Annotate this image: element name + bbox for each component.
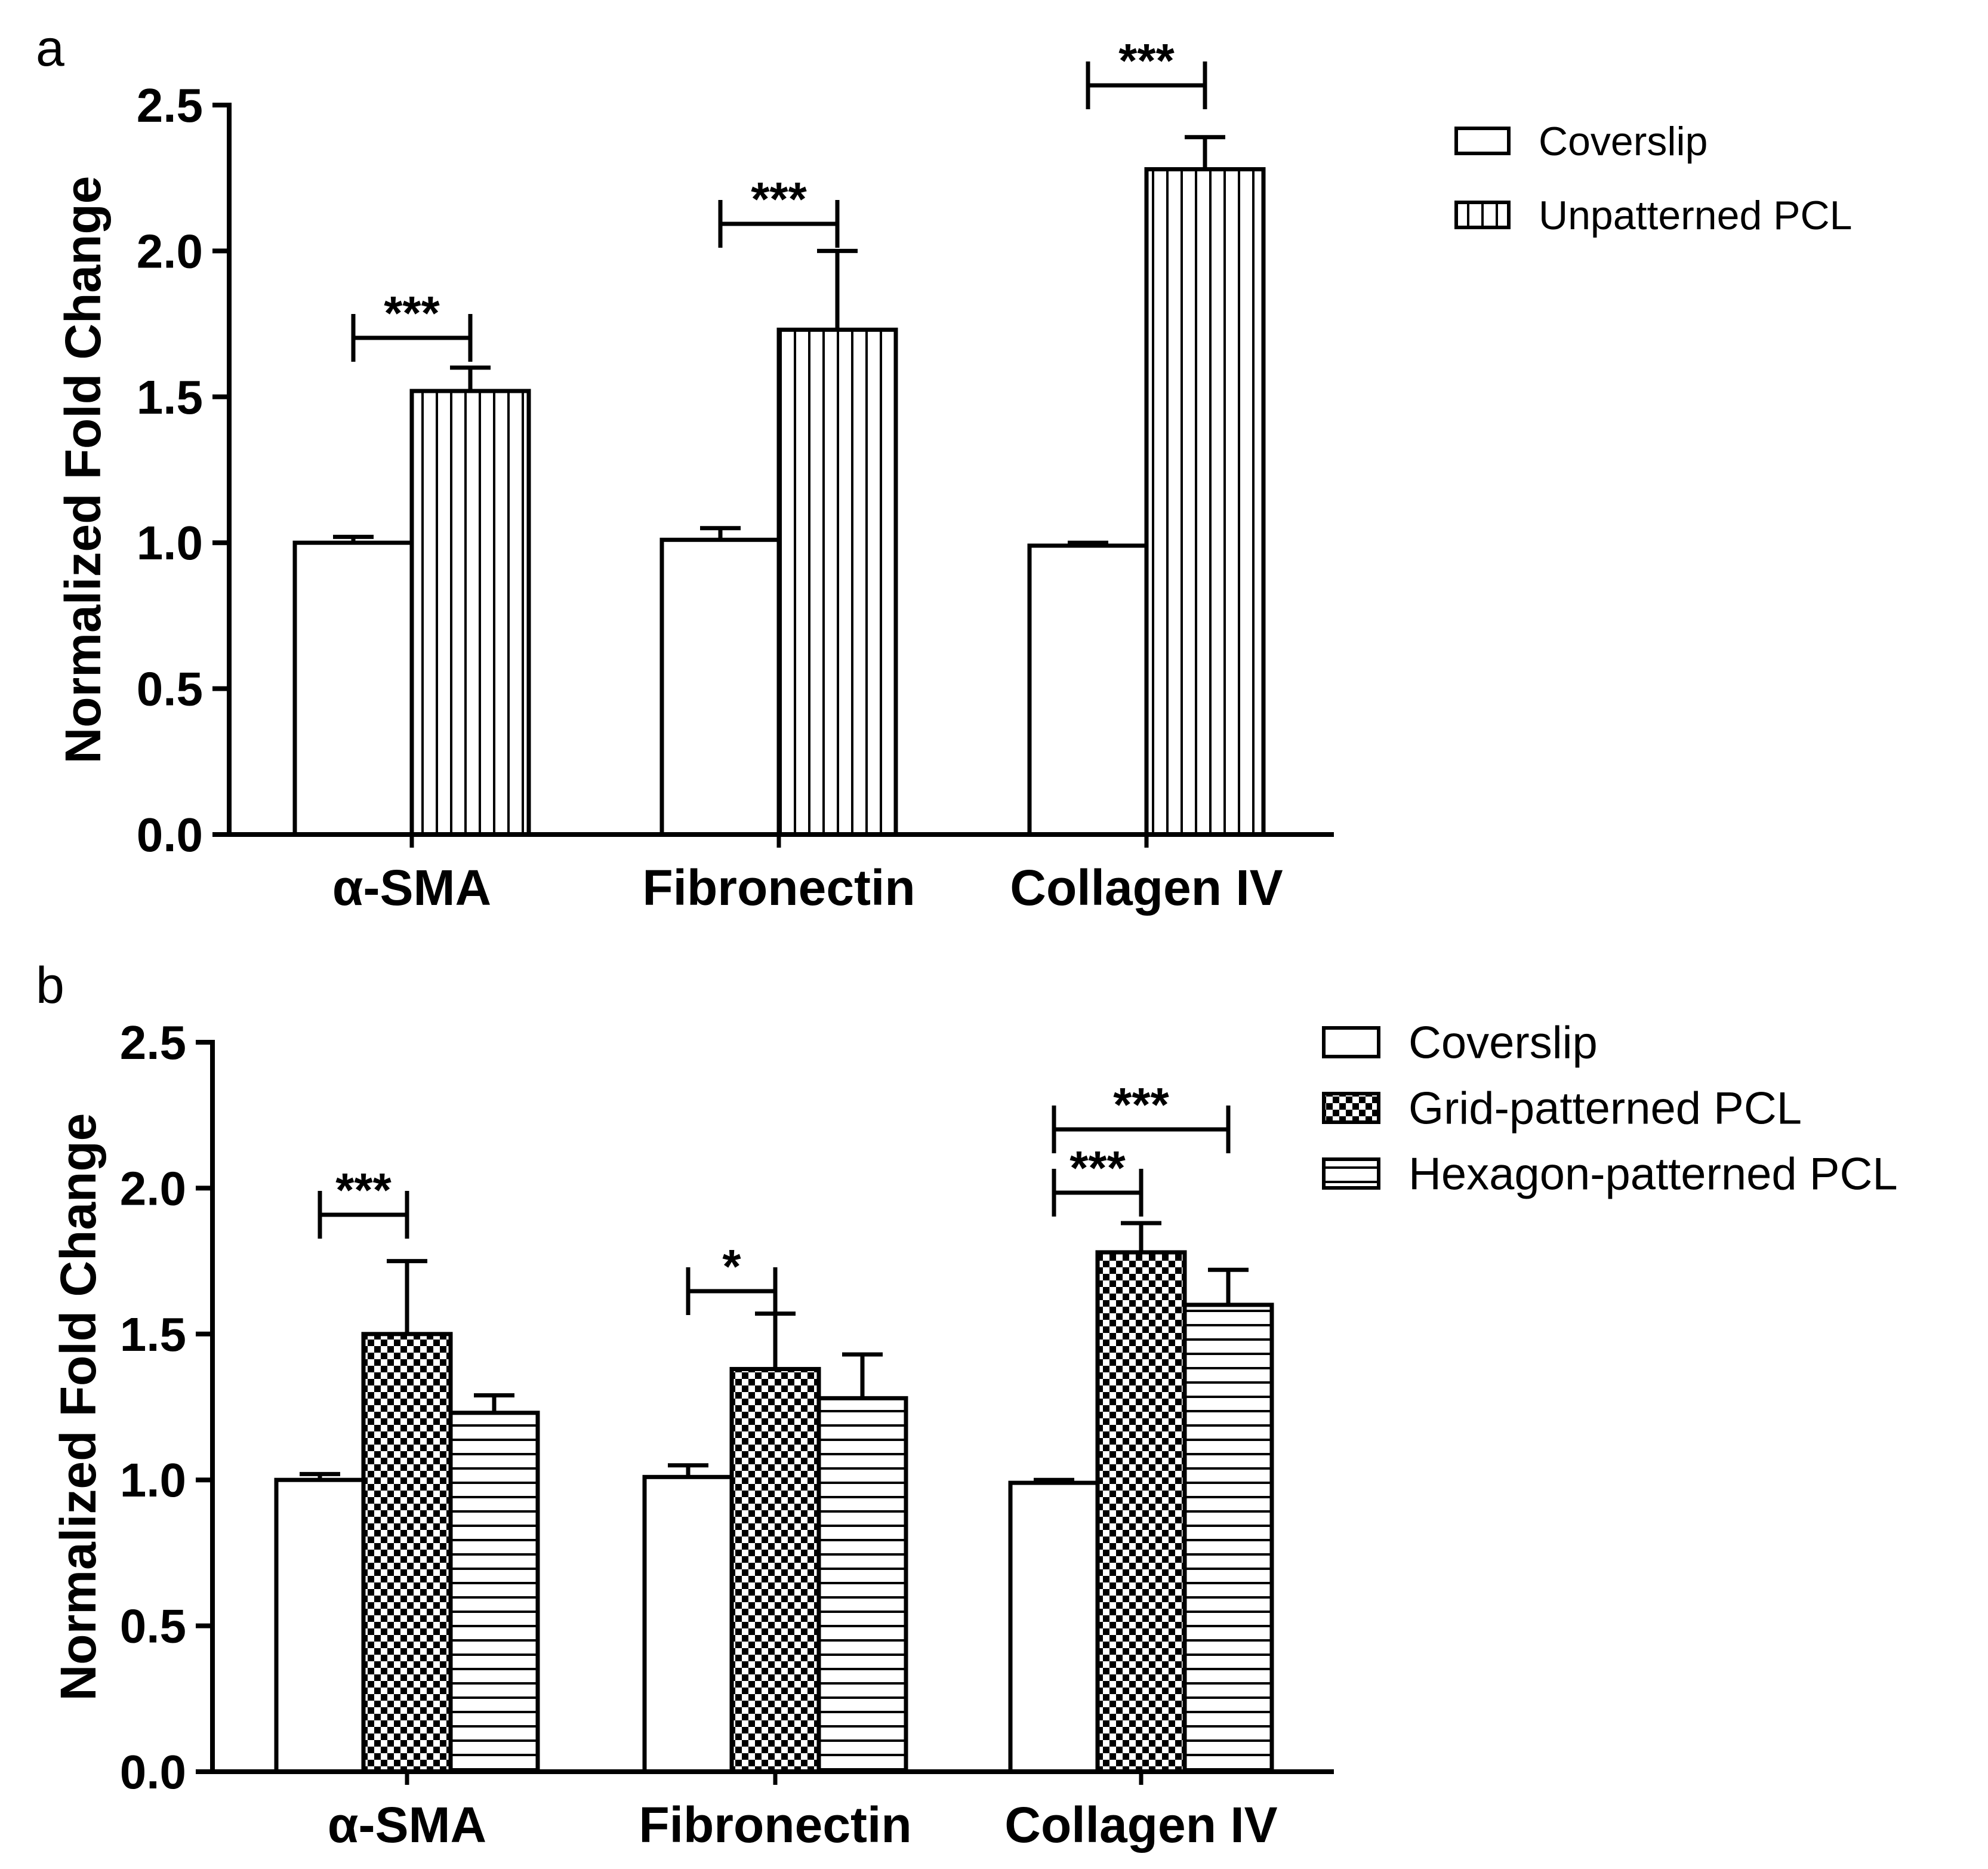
x-tick-label: Fibronectin (642, 860, 915, 916)
legend-label: Unpatterned PCL (1539, 193, 1852, 238)
bar (292, 540, 414, 837)
legend-swatch (1322, 1157, 1380, 1190)
significance-bracket: *** (718, 173, 840, 248)
category-group (274, 1259, 540, 1774)
significance-label: *** (1069, 1141, 1126, 1194)
y-tick-label: 2.5 (137, 79, 203, 132)
legend-swatch (1322, 1092, 1380, 1124)
bar (816, 1396, 908, 1774)
significance-label: *** (1118, 34, 1175, 87)
category-group (659, 248, 898, 837)
y-tick-label: 1.5 (120, 1308, 186, 1361)
legend-swatch (1322, 1026, 1380, 1058)
legend-item: Coverslip (1322, 1018, 1598, 1069)
significance-label: *** (751, 173, 807, 226)
x-tick-label: α-SMA (332, 860, 491, 916)
y-tick-label: 0.5 (120, 1600, 186, 1653)
y-axis-title: Normalized Fold Change (55, 176, 111, 764)
legend-label: Grid-patterned PCL (1408, 1083, 1802, 1134)
bar (448, 1411, 540, 1774)
legend-swatch (1454, 201, 1511, 229)
significance-bracket: *** (1052, 1141, 1144, 1217)
category-group (1027, 135, 1266, 837)
x-tick-label: α-SMA (328, 1797, 486, 1853)
legend-item: Grid-patterned PCL (1322, 1083, 1802, 1134)
legend-item: Coverslip (1454, 119, 1707, 164)
significance-label: * (722, 1240, 741, 1293)
bar (642, 1474, 734, 1774)
bar (776, 327, 898, 837)
panel-a: a α-SMA Fibronectin Collagen IV 0.0 0.5 1.0 1.… (36, 20, 1852, 916)
y-tick-label: 1.0 (137, 516, 203, 569)
category-group (1008, 1221, 1274, 1774)
legend-item: Hexagon-patterned PCL (1322, 1149, 1898, 1200)
panel-label: a (36, 20, 64, 77)
y-tick-label: 2.5 (120, 1016, 186, 1069)
panel-b: b α-SMA Fibronectin Collagen IV 0.0 0.5 1.0 1.… (36, 957, 1898, 1853)
y-tick-label: 0.5 (137, 663, 203, 716)
bar (1008, 1480, 1100, 1774)
category-group (292, 365, 531, 837)
bar (1144, 167, 1266, 837)
panel-label: b (36, 957, 64, 1014)
bar (1095, 1250, 1187, 1774)
y-tick-label: 0.0 (137, 808, 203, 861)
significance-bracket: *** (1052, 1078, 1231, 1153)
legend: Coverslip Unpatterned PCL (1454, 119, 1852, 238)
bar (274, 1477, 366, 1774)
significance-bracket: *** (318, 1163, 409, 1239)
x-tick-label: Collagen IV (1004, 1797, 1277, 1853)
bar (1027, 543, 1149, 837)
bar (361, 1332, 453, 1774)
x-tick-label: Fibronectin (639, 1797, 911, 1853)
significance-label: *** (1113, 1078, 1169, 1131)
bar (409, 389, 531, 837)
legend-swatch (1454, 127, 1511, 155)
bar (659, 537, 781, 837)
significance-label: *** (384, 287, 440, 340)
x-tick-label: Collagen IV (1010, 860, 1283, 916)
legend-item: Unpatterned PCL (1454, 193, 1852, 238)
significance-label: *** (335, 1163, 392, 1217)
legend-label: Coverslip (1408, 1018, 1598, 1069)
category-group (642, 1311, 908, 1774)
significance-bracket: *** (351, 287, 473, 362)
y-tick-label: 1.0 (120, 1454, 186, 1507)
legend: Coverslip Grid-patterned PCL Hexagon-patte… (1322, 1018, 1898, 1200)
significance-bracket: *** (1086, 34, 1207, 109)
y-tick-label: 1.5 (137, 371, 203, 424)
significance-bracket: * (686, 1240, 778, 1315)
y-tick-label: 2.0 (120, 1162, 186, 1215)
legend-label: Hexagon-patterned PCL (1408, 1149, 1898, 1200)
bar (1182, 1303, 1274, 1774)
legend-label: Coverslip (1539, 119, 1707, 164)
y-tick-label: 0.0 (120, 1745, 186, 1799)
y-axis-title: Normalized Fold Change (50, 1113, 106, 1701)
y-tick-label: 2.0 (137, 224, 203, 278)
bar (729, 1366, 821, 1774)
